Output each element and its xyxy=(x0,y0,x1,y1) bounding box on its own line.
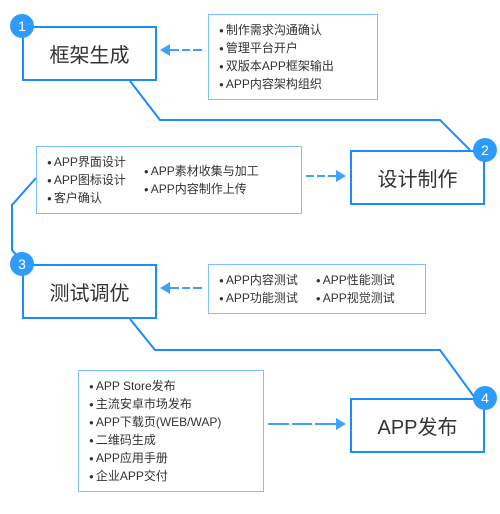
stage-box-4: APP发布 xyxy=(350,398,485,453)
detail-item-text: APP内容制作上传 xyxy=(151,182,247,196)
detail-item: ●二维码生成 xyxy=(89,431,221,449)
detail-item: ●APP功能测试 xyxy=(219,289,298,307)
detail-item-text: APP素材收集与加工 xyxy=(151,164,259,178)
bullet-icon: ● xyxy=(89,472,94,481)
stage-badge-2: 2 xyxy=(473,138,497,162)
bullet-icon: ● xyxy=(219,26,224,35)
arrow-part xyxy=(268,423,289,425)
arrow-part xyxy=(315,423,336,425)
detail-box-2: ●APP界面设计●APP图标设计●客户确认●APP素材收集与加工●APP内容制作… xyxy=(36,146,302,214)
detail-item: ●制作需求沟通确认 xyxy=(219,21,334,39)
arrow-part xyxy=(160,282,170,294)
detail-item: ●主流安卓市场发布 xyxy=(89,395,221,413)
bullet-icon: ● xyxy=(89,400,94,409)
bullet-icon: ● xyxy=(219,44,224,53)
bullet-icon: ● xyxy=(89,454,94,463)
bullet-icon: ● xyxy=(144,167,149,176)
arrow-part xyxy=(182,287,191,289)
arrow-part xyxy=(193,49,202,51)
detail-column: ●APP Store发布●主流安卓市场发布●APP下载页(WEB/WAP)●二维… xyxy=(89,377,221,485)
bullet-icon: ● xyxy=(316,294,321,303)
detail-box-4: ●APP Store发布●主流安卓市场发布●APP下载页(WEB/WAP)●二维… xyxy=(78,370,264,492)
detail-item-text: APP内容架构组织 xyxy=(226,77,322,91)
detail-item-text: 客户确认 xyxy=(54,191,102,205)
bullet-icon: ● xyxy=(89,418,94,427)
detail-item-text: APP界面设计 xyxy=(54,155,126,169)
detail-item-text: APP性能测试 xyxy=(323,273,395,287)
detail-item-text: APP下载页(WEB/WAP) xyxy=(96,415,222,429)
detail-item: ●APP内容测试 xyxy=(219,271,298,289)
bullet-icon: ● xyxy=(47,176,52,185)
detail-item: ●APP内容制作上传 xyxy=(144,180,259,198)
arrow-part xyxy=(328,175,336,177)
detail-item-text: 主流安卓市场发布 xyxy=(96,397,192,411)
detail-item-text: APP图标设计 xyxy=(54,173,126,187)
bullet-icon: ● xyxy=(219,294,224,303)
arrow-part xyxy=(306,175,314,177)
detail-item: ●APP性能测试 xyxy=(316,271,395,289)
bullet-icon: ● xyxy=(47,194,52,203)
detail-item-text: APP功能测试 xyxy=(226,291,298,305)
detail-box-3: ●APP内容测试●APP功能测试●APP性能测试●APP视觉测试 xyxy=(208,264,426,314)
detail-column: ●APP素材收集与加工●APP内容制作上传 xyxy=(144,153,259,207)
bullet-icon: ● xyxy=(89,382,94,391)
stage-badge-1: 1 xyxy=(10,14,34,38)
bullet-icon: ● xyxy=(316,276,321,285)
detail-item-text: 二维码生成 xyxy=(96,433,156,447)
detail-item-text: APP应用手册 xyxy=(96,451,168,465)
bullet-icon: ● xyxy=(219,80,224,89)
detail-item: ●APP下载页(WEB/WAP) xyxy=(89,413,221,431)
detail-column: ●APP性能测试●APP视觉测试 xyxy=(316,271,395,307)
arrow-part xyxy=(292,423,313,425)
arrow-part xyxy=(160,44,170,56)
detail-item-text: APP内容测试 xyxy=(226,273,298,287)
detail-item-text: 管理平台开户 xyxy=(226,41,298,55)
stage-box-3: 测试调优 xyxy=(22,264,157,319)
detail-column: ●APP内容测试●APP功能测试 xyxy=(219,271,298,307)
arrow-part xyxy=(193,287,202,289)
arrow-part xyxy=(336,170,346,182)
arrow-detail3-stage3 xyxy=(160,282,202,294)
detail-item: ●APP应用手册 xyxy=(89,449,221,467)
detail-item: ●企业APP交付 xyxy=(89,467,221,485)
stage-box-2: 设计制作 xyxy=(350,150,485,205)
stage-badge-4: 4 xyxy=(473,386,497,410)
detail-item: ●客户确认 xyxy=(47,189,126,207)
detail-item: ●APP视觉测试 xyxy=(316,289,395,307)
bullet-icon: ● xyxy=(219,276,224,285)
detail-column: ●制作需求沟通确认●管理平台开户●双版本APP框架输出●APP内容架构组织 xyxy=(219,21,334,93)
detail-item-text: 制作需求沟通确认 xyxy=(226,23,322,37)
bullet-icon: ● xyxy=(219,62,224,71)
detail-item-text: APP Store发布 xyxy=(96,379,176,393)
detail-item-text: 企业APP交付 xyxy=(96,469,168,483)
stage-label: APP发布 xyxy=(377,411,457,440)
arrow-part xyxy=(170,287,179,289)
detail-box-1: ●制作需求沟通确认●管理平台开户●双版本APP框架输出●APP内容架构组织 xyxy=(208,14,378,100)
arrow-detail2-stage2 xyxy=(306,170,346,182)
stage-box-1: 框架生成 xyxy=(22,26,157,81)
arrow-part xyxy=(170,49,179,51)
detail-item: ●APP Store发布 xyxy=(89,377,221,395)
stage-label: 设计制作 xyxy=(378,163,458,192)
stage-badge-3: 3 xyxy=(10,252,34,276)
arrow-part xyxy=(317,175,325,177)
arrow-detail1-stage1 xyxy=(160,44,202,56)
stage-label: 框架生成 xyxy=(50,39,130,68)
arrow-part xyxy=(336,418,346,430)
detail-item-text: APP视觉测试 xyxy=(323,291,395,305)
detail-column: ●APP界面设计●APP图标设计●客户确认 xyxy=(47,153,126,207)
arrow-detail4-stage4 xyxy=(268,418,346,430)
bullet-icon: ● xyxy=(144,185,149,194)
arrow-part xyxy=(182,49,191,51)
detail-item: ●APP素材收集与加工 xyxy=(144,162,259,180)
detail-item: ●双版本APP框架输出 xyxy=(219,57,334,75)
bullet-icon: ● xyxy=(89,436,94,445)
detail-item: ●APP界面设计 xyxy=(47,153,126,171)
detail-item: ●APP内容架构组织 xyxy=(219,75,334,93)
bullet-icon: ● xyxy=(47,158,52,167)
detail-item-text: 双版本APP框架输出 xyxy=(226,59,334,73)
detail-item: ●管理平台开户 xyxy=(219,39,334,57)
detail-item: ●APP图标设计 xyxy=(47,171,126,189)
stage-label: 测试调优 xyxy=(50,277,130,306)
